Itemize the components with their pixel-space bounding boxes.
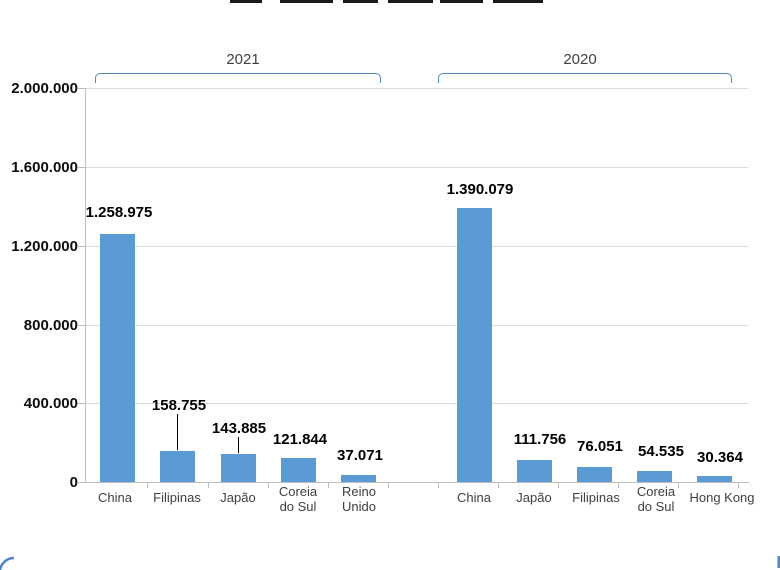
x-axis-line (85, 482, 749, 483)
value-label: 76.051 (577, 438, 623, 455)
cropped-title-fragment (343, 0, 378, 3)
x-axis-tick (328, 483, 329, 488)
x-category-label: Japão (516, 490, 552, 505)
x-axis-tick (618, 483, 619, 488)
x-category-label: China (98, 490, 132, 505)
y-tick-label: 800.000 (23, 317, 78, 334)
value-label: 143.885 (211, 420, 267, 437)
y-axis-tick (78, 403, 85, 404)
x-axis-tick (558, 483, 559, 488)
x-axis-tick (438, 483, 439, 488)
bar-2021-filipinas (160, 451, 195, 482)
value-label: 111.756 (513, 431, 567, 448)
y-tick-label: 1.600.000 (11, 159, 78, 176)
x-category-label: China (457, 490, 491, 505)
bar-2021-china (100, 234, 135, 482)
x-category-label: Japão (220, 490, 256, 505)
bar-2020-coreia-do-sul (637, 471, 672, 482)
group-bracket-2021 (95, 73, 381, 83)
y-axis-tick (78, 88, 85, 89)
value-label: 1.258.975 (85, 204, 153, 221)
x-axis-tick (498, 483, 499, 488)
y-axis-line (85, 88, 86, 482)
value-label: 54.535 (638, 443, 684, 460)
gridline (86, 246, 748, 247)
x-category-label: Filipinas (153, 490, 201, 505)
cropped-title-fragment (493, 0, 543, 3)
y-axis-tick (78, 167, 85, 168)
x-category-label: Coreia do Sul (278, 484, 318, 514)
bar-2021-coreia-do-sul (281, 458, 316, 482)
value-label: 1.390.079 (446, 181, 514, 198)
y-tick-label: 2.000.000 (11, 80, 78, 97)
x-axis-tick (678, 483, 679, 488)
x-category-label: Reino Unido (342, 484, 376, 514)
bar-2021-japao (221, 454, 256, 482)
y-axis-tick (78, 325, 85, 326)
x-axis-tick (268, 483, 269, 488)
y-axis-tick (78, 482, 85, 483)
bar-2020-japao (517, 460, 552, 482)
cropped-title-fragment (388, 0, 433, 3)
value-label: 158.755 (151, 397, 207, 414)
value-label: 37.071 (337, 447, 383, 464)
x-axis-tick (388, 483, 389, 488)
x-category-label: Hong Kong (689, 490, 755, 505)
y-tick-label: 1.200.000 (11, 238, 78, 255)
y-axis-tick (78, 246, 85, 247)
label-leader-line (177, 414, 178, 450)
gridline (86, 167, 748, 168)
value-label: 121.844 (272, 431, 328, 448)
value-label: 30.364 (697, 449, 743, 466)
group-label-2021: 2021 (226, 51, 260, 68)
y-tick-label: 400.000 (23, 395, 78, 412)
gridline (86, 403, 748, 404)
x-axis-tick (208, 483, 209, 488)
group-label-2020: 2020 (563, 51, 597, 68)
bar-2020-filipinas (577, 467, 612, 482)
cropped-title-fragment (280, 0, 333, 3)
x-category-label: Filipinas (572, 490, 620, 505)
label-leader-line (238, 437, 239, 453)
cropped-title-fragment (440, 0, 483, 3)
bar-2020-china (457, 208, 492, 482)
bar-2020-hong-kong (697, 476, 732, 482)
gridline (86, 325, 748, 326)
y-tick-label: 0 (69, 474, 78, 491)
cropped-title-fragment (230, 0, 262, 3)
x-axis-tick (738, 483, 739, 488)
group-bracket-2020 (438, 73, 732, 83)
bar-2021-reino-unido (341, 475, 376, 482)
x-category-label: Coreia do Sul (636, 484, 676, 514)
x-axis-tick (147, 483, 148, 488)
gridline (86, 88, 748, 89)
